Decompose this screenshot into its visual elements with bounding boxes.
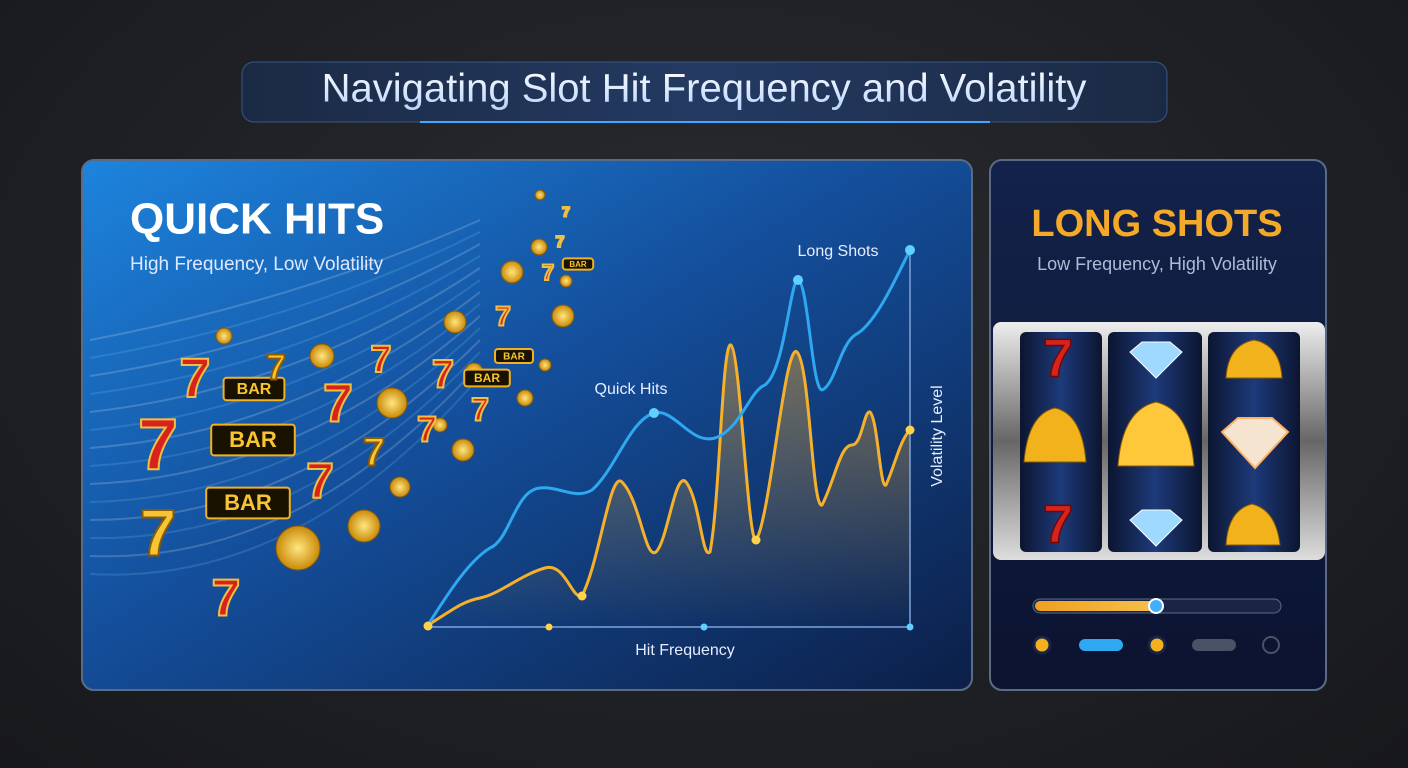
bar-symbol: BAR [474,371,500,385]
streak [89,279,481,431]
bar-box [210,423,296,457]
quick-hits-title: QUICK HITS [130,195,384,244]
volatility-slider[interactable] [1032,598,1282,614]
coin [376,387,408,419]
seven-symbol: 7 [266,347,286,388]
seven-symbol: 7 [556,234,565,251]
y-axis-label: Volatility Level [929,385,946,486]
slot-reels: 7 7 [993,322,1325,560]
streak [89,363,481,558]
bar-box [205,486,291,520]
coin [551,304,575,328]
seven-symbol: 7 [363,431,385,475]
orange-area [428,344,910,627]
slider-handle[interactable] [1148,598,1164,614]
streak [89,243,481,377]
coin [538,358,552,372]
reel-seven: 7 [1043,328,1073,388]
indicator-dot [1262,636,1280,654]
indicator-pill [1079,639,1123,651]
seven-symbol: 7 [323,373,353,433]
bar-box [561,257,595,271]
x-axis-label: Hit Frequency [635,642,735,659]
long-shots-label: Long Shots [798,243,879,260]
coin [443,310,467,334]
streak [89,255,481,395]
indicator-dot [1147,635,1167,655]
seven-symbol: 7 [140,495,177,569]
coin [215,327,233,345]
coin [500,260,524,284]
indicator-row [1032,635,1280,655]
coin [389,476,411,498]
coin [516,389,534,407]
coin [534,189,546,201]
seven-symbol: 7 [562,204,570,220]
coin [347,509,381,543]
coin [309,343,335,369]
streak [89,231,481,359]
seven-symbol: 7 [306,453,334,509]
seven-symbol: 7 [495,300,511,331]
long-shots-subtitle: Low Frequency, High Volatility [1037,254,1277,274]
indicator-dot [1032,635,1052,655]
coin [559,274,573,288]
bar-symbol: BAR [569,260,587,269]
bar-symbol: BAR [229,427,277,452]
coin [451,438,475,462]
bar-box [494,348,534,364]
quick-hits-line [426,249,912,626]
slider-fill [1035,601,1156,611]
bar-symbol: BAR [237,381,272,398]
diamonds [1129,341,1290,547]
coin [275,525,321,571]
coin [432,417,448,433]
seven-symbol: 7 [471,391,489,427]
seven-symbol: 7 [212,570,241,628]
seven-symbol: 7 [432,353,454,397]
seven-symbol: 7 [179,346,210,409]
speed-streaks [89,219,481,576]
bar-symbol: BAR [503,352,525,363]
quick-hits-subtitle: High Frequency, Low Volatility [130,254,384,275]
bar-box [222,376,286,402]
bells [1023,339,1283,546]
volatility-graph: Long Shots Quick Hits Volatility Level H… [423,243,946,659]
streak [89,351,481,540]
indicator-pill [1192,639,1236,651]
coin [530,238,548,256]
quick-hits-label: Quick Hits [595,381,668,398]
seven-symbol: 7 [138,405,178,485]
reel-seven: 7 [1043,494,1073,554]
streak [89,303,481,467]
seven-symbol: 7 [417,409,437,450]
page-title: Navigating Slot Hit Frequency and Volati… [322,67,1087,111]
seven-symbol: 7 [542,260,554,285]
seven-symbol: 7 [370,339,391,381]
streak [89,339,481,521]
long-shots-title: LONG SHOTS [1031,203,1282,245]
blue-points [649,245,915,631]
streak [89,219,481,341]
streak [89,327,481,503]
bar-symbol: BAR [224,490,272,515]
orange-points [423,425,915,631]
streak [89,267,481,413]
streak [89,291,481,449]
bar-box [463,368,511,388]
